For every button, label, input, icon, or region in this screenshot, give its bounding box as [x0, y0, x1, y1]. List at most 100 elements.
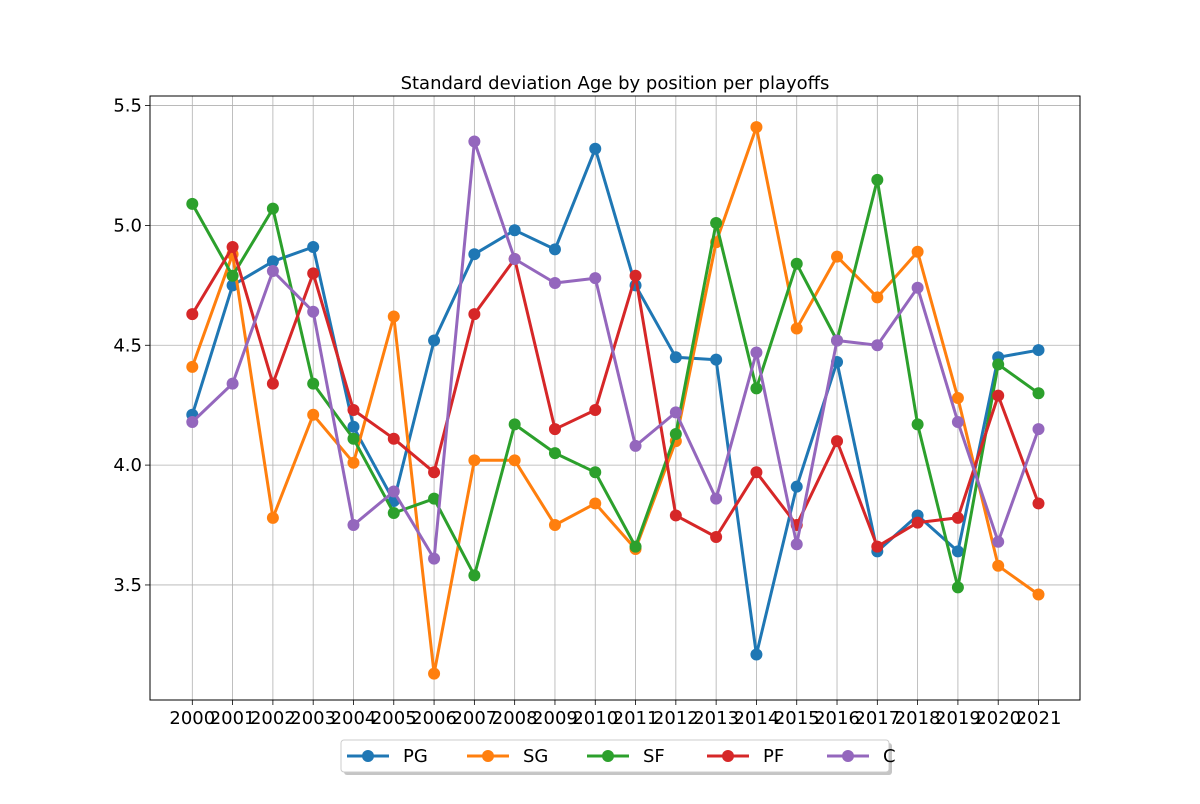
data-point: [266, 377, 279, 390]
data-point: [508, 454, 521, 467]
data-point: [911, 245, 924, 258]
data-point: [710, 531, 723, 544]
data-point: [468, 135, 481, 148]
x-tick-label: 2021: [1016, 708, 1062, 729]
tick-labels: 2000200120022003200420052006200720082009…: [113, 96, 1061, 729]
legend-entry: PG: [347, 746, 428, 767]
chart-title: Standard deviation Age by position per p…: [401, 73, 830, 94]
data-point: [548, 447, 561, 460]
data-point: [428, 667, 441, 680]
legend-label: PG: [403, 746, 428, 767]
data-point: [1032, 387, 1045, 400]
x-tick-label: 2010: [572, 708, 618, 729]
x-tick-label: 2008: [492, 708, 538, 729]
data-point: [347, 403, 360, 416]
data-point: [266, 264, 279, 277]
data-point: [790, 538, 803, 551]
legend-swatch-marker: [842, 750, 854, 762]
legend-swatch-marker: [362, 750, 374, 762]
data-point: [911, 418, 924, 431]
data-point: [589, 466, 602, 479]
data-point: [186, 308, 199, 321]
data-point: [669, 509, 682, 522]
x-tick-label: 2004: [331, 708, 377, 729]
y-tick-label: 4.5: [113, 335, 142, 356]
axes: [145, 95, 1081, 705]
data-point: [508, 418, 521, 431]
data-point: [951, 392, 964, 404]
data-point: [589, 272, 602, 285]
data-point: [992, 535, 1005, 548]
data-point: [589, 142, 602, 155]
data-point: [508, 252, 521, 265]
x-tick-label: 2006: [411, 708, 457, 729]
legend-label: PF: [763, 746, 784, 767]
series-pg: [186, 142, 1045, 661]
series-line: [190, 147, 1039, 656]
data-point: [347, 420, 360, 433]
series-pf: [186, 241, 1045, 553]
data-point: [387, 507, 400, 520]
legend-entry: PF: [707, 746, 784, 767]
x-tick-label: 2017: [854, 708, 900, 729]
series-sg: [186, 121, 1045, 680]
data-point: [669, 427, 682, 440]
data-point: [951, 511, 964, 524]
y-tick-label: 5.0: [113, 215, 142, 236]
x-tick-label: 2011: [613, 708, 659, 729]
data-point: [629, 540, 642, 553]
data-point: [1032, 344, 1045, 357]
data-point: [307, 377, 320, 390]
data-point: [186, 197, 199, 210]
legend-entry: SF: [587, 746, 665, 767]
data-point: [790, 257, 803, 270]
data-point: [428, 492, 441, 505]
data-point: [428, 466, 441, 479]
data-point: [186, 360, 199, 373]
data-point: [226, 377, 239, 390]
data-point: [669, 406, 682, 419]
x-tick-label: 2002: [250, 708, 296, 729]
data-point: [951, 581, 964, 594]
data-point: [1032, 497, 1045, 510]
data-point: [266, 255, 279, 268]
plot-frame: [149, 95, 1081, 701]
x-tick-label: 2005: [371, 708, 417, 729]
series-line: [191, 140, 1040, 561]
data-point: [347, 456, 360, 469]
data-point: [468, 454, 481, 467]
legend-label: SF: [643, 746, 665, 767]
data-point: [911, 281, 924, 294]
x-tick-label: 2012: [653, 708, 699, 729]
data-point: [387, 485, 400, 498]
x-tick-label: 2001: [210, 708, 256, 729]
data-point: [548, 276, 561, 289]
data-point: [468, 569, 481, 582]
legend-swatch-marker: [482, 750, 494, 762]
data-point: [790, 480, 803, 493]
x-tick-label: 2020: [975, 708, 1021, 729]
data-point: [589, 497, 602, 510]
data-point: [790, 322, 803, 335]
data-point: [911, 516, 924, 529]
y-tick-label: 4.0: [113, 455, 142, 476]
data-point: [629, 269, 642, 282]
data-point: [387, 432, 400, 445]
data-point: [750, 382, 763, 395]
x-tick-label: 2018: [895, 708, 941, 729]
y-tick-label: 3.5: [113, 575, 142, 596]
x-tick-label: 2016: [814, 708, 860, 729]
data-point: [508, 224, 521, 237]
series-c: [186, 135, 1045, 565]
data-point: [307, 267, 320, 280]
y-tick-label: 5.5: [113, 96, 142, 117]
x-tick-label: 2000: [169, 708, 215, 729]
data-point: [347, 519, 360, 532]
grid-lines: [150, 96, 1080, 700]
data-point: [266, 202, 279, 215]
series-sf: [186, 173, 1045, 594]
data-point: [992, 358, 1005, 371]
data-point: [831, 334, 844, 347]
data-point: [428, 334, 441, 347]
